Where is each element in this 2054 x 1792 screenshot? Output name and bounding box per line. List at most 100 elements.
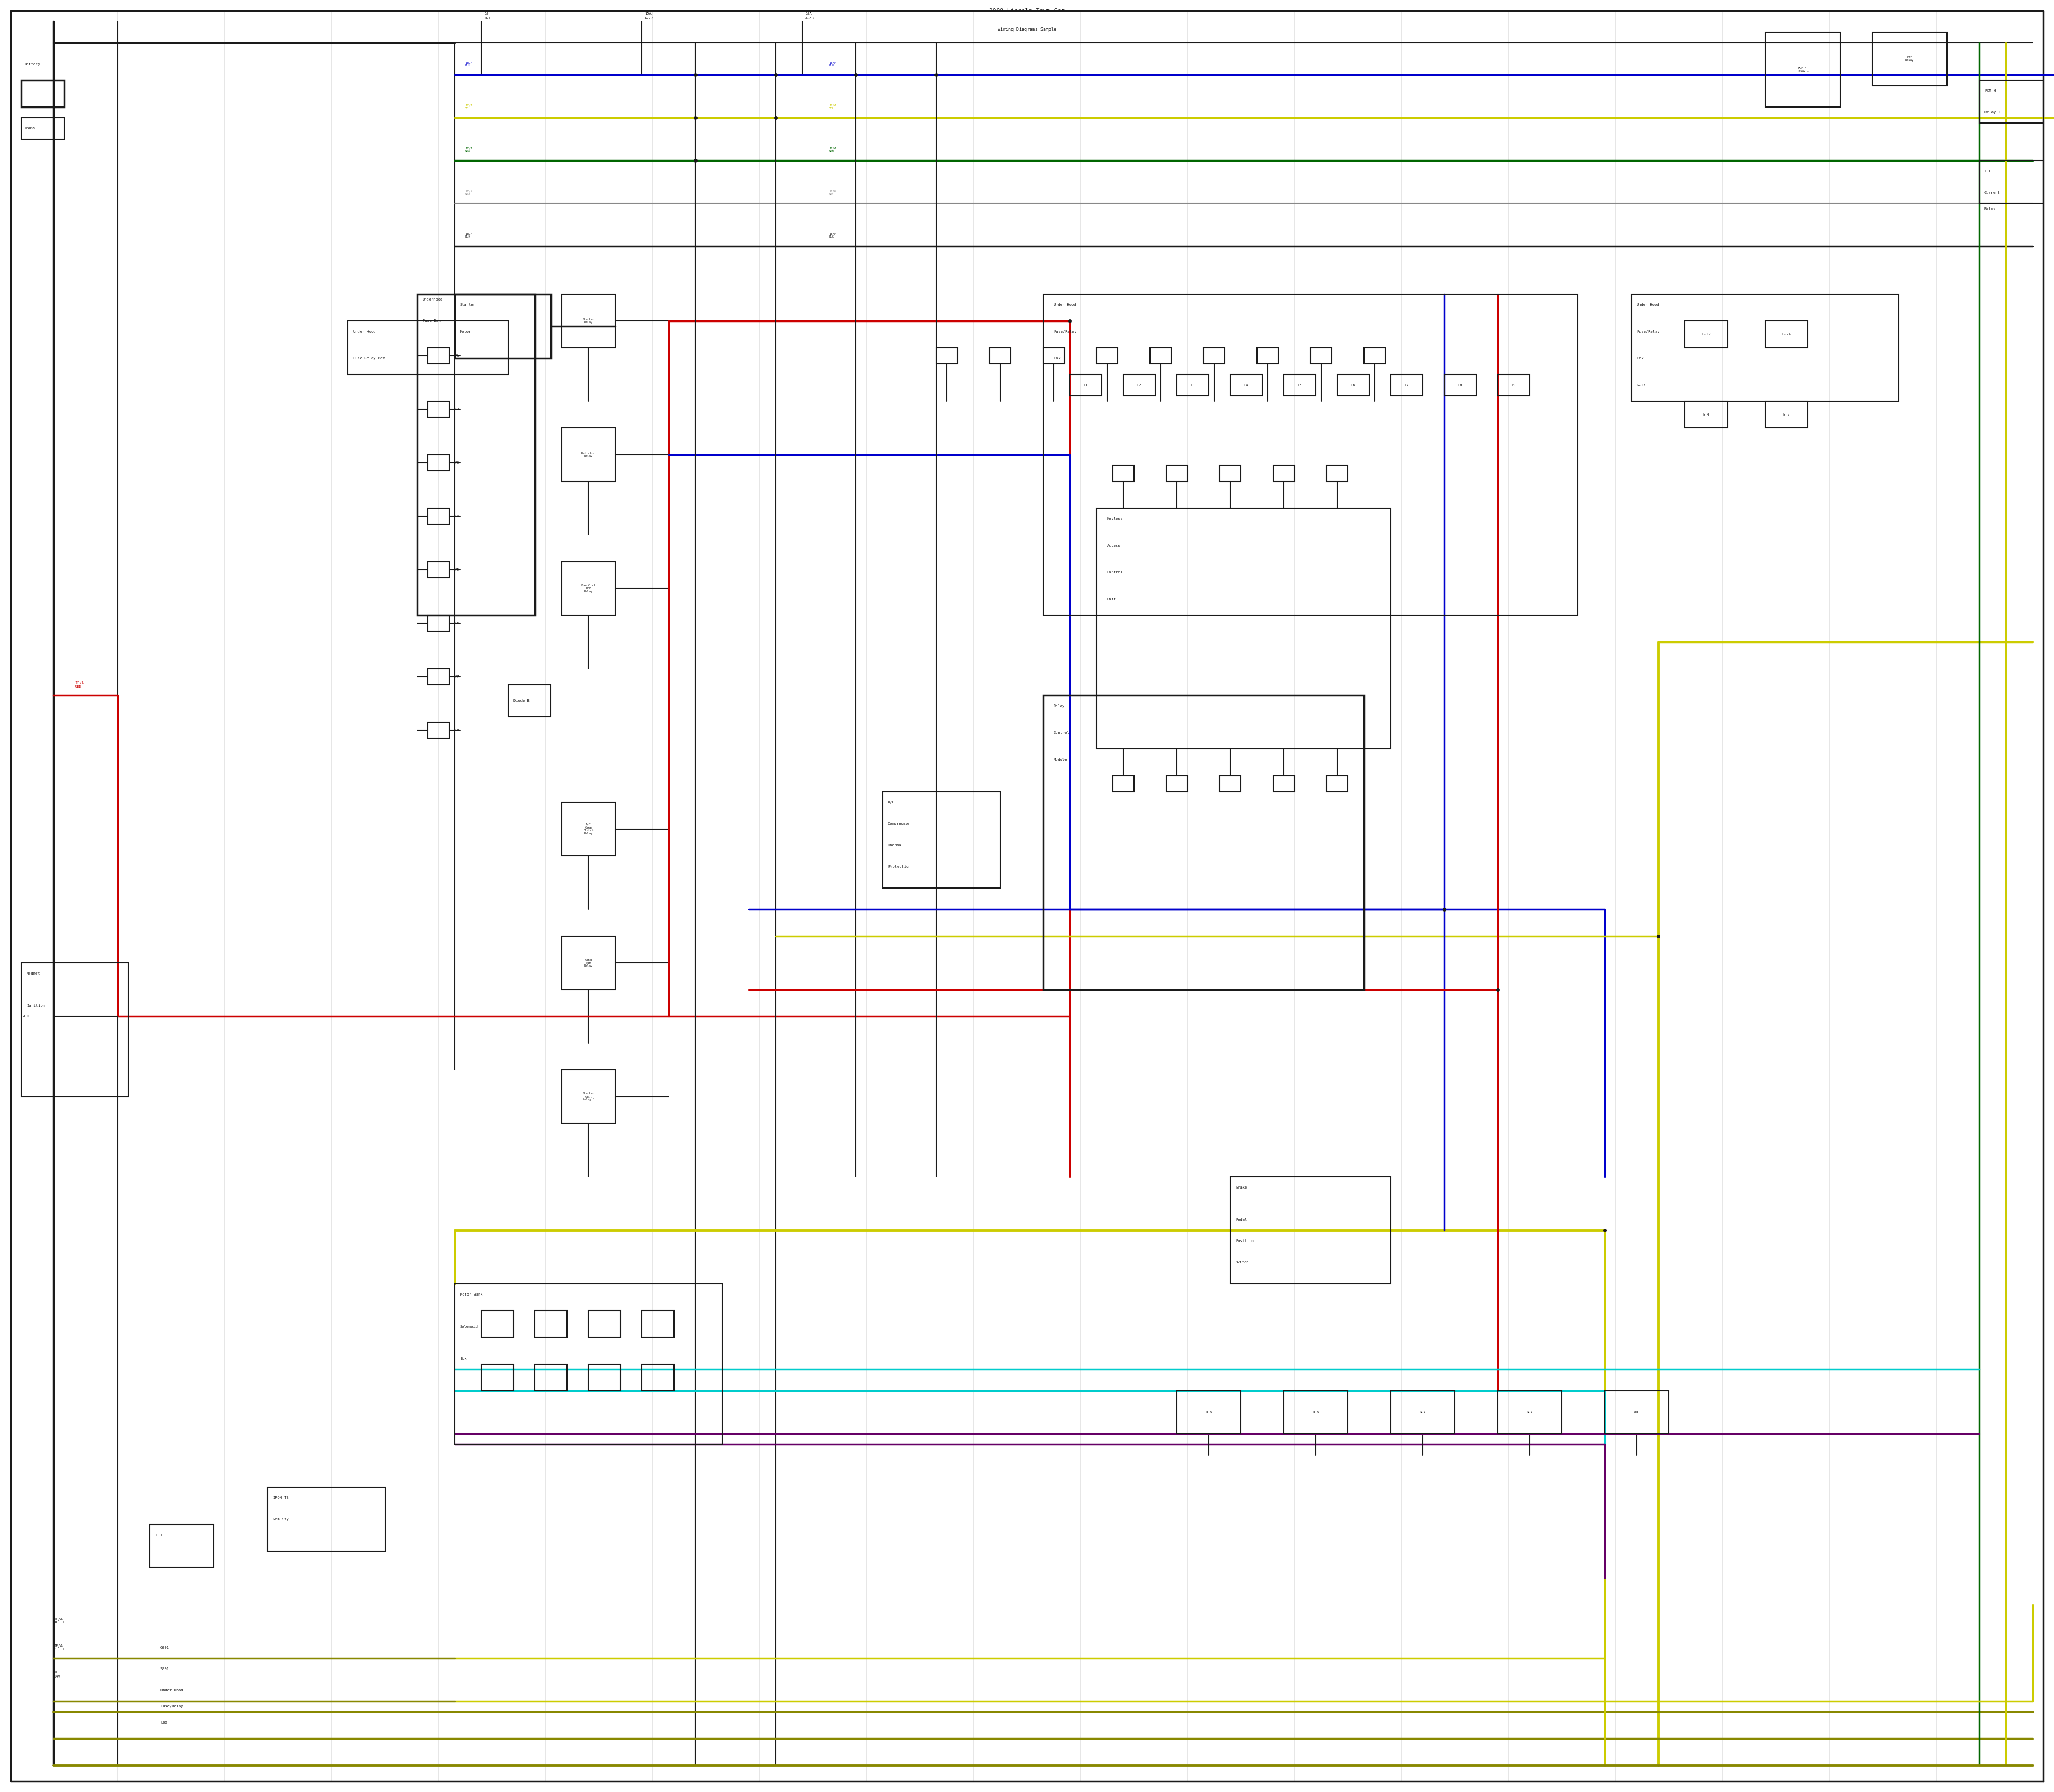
Bar xyxy=(1220,466,1241,482)
Bar xyxy=(587,1310,620,1337)
Text: BLK: BLK xyxy=(1206,1410,1212,1414)
Text: Fuse Relay Box: Fuse Relay Box xyxy=(353,357,384,360)
Bar xyxy=(427,455,450,471)
Text: IE/A
GRN: IE/A GRN xyxy=(830,147,836,152)
Bar xyxy=(1364,348,1384,364)
Text: Fan Ctrl
RCO
Relay: Fan Ctrl RCO Relay xyxy=(581,584,596,593)
Text: Access: Access xyxy=(1107,545,1121,547)
Bar xyxy=(1497,375,1530,396)
Text: IE/A
BLK: IE/A BLK xyxy=(830,233,836,238)
Text: Solenoid: Solenoid xyxy=(460,1324,479,1328)
Bar xyxy=(1043,348,1064,364)
Text: Current: Current xyxy=(1984,192,2001,194)
Bar xyxy=(561,803,614,857)
Bar xyxy=(1764,321,1808,348)
Bar xyxy=(1391,375,1423,396)
Text: Compressor: Compressor xyxy=(887,823,910,826)
Text: GRY: GRY xyxy=(1526,1410,1532,1414)
Bar xyxy=(1284,375,1317,396)
Text: WHT: WHT xyxy=(1633,1410,1641,1414)
Text: F6: F6 xyxy=(454,622,460,625)
Bar xyxy=(1273,776,1294,792)
Bar xyxy=(1124,375,1154,396)
Text: Relay: Relay xyxy=(1984,208,1996,210)
Text: Fuse/Relay: Fuse/Relay xyxy=(1637,330,1660,333)
Text: Magnet: Magnet xyxy=(27,971,41,975)
Text: B-4: B-4 xyxy=(1703,412,1709,416)
Bar xyxy=(1167,776,1187,792)
Text: F7: F7 xyxy=(454,676,460,679)
Bar xyxy=(1684,321,1727,348)
Text: Underhood: Underhood xyxy=(423,297,444,301)
Bar xyxy=(1327,776,1347,792)
Bar xyxy=(427,668,450,685)
Bar xyxy=(454,1283,723,1444)
Bar xyxy=(21,81,64,108)
Text: Switch: Switch xyxy=(1237,1262,1249,1263)
Text: GRY: GRY xyxy=(1419,1410,1425,1414)
Text: Battery: Battery xyxy=(25,63,39,66)
Bar xyxy=(347,321,507,375)
Text: Wiring Diagrams Sample: Wiring Diagrams Sample xyxy=(998,27,1056,32)
Bar xyxy=(427,348,450,364)
Text: 2008 Lincoln Town Car: 2008 Lincoln Town Car xyxy=(990,7,1064,13)
Text: C-17: C-17 xyxy=(1703,333,1711,335)
Bar xyxy=(1684,401,1727,428)
Bar xyxy=(1871,32,1947,86)
Text: Under Hood: Under Hood xyxy=(160,1688,183,1692)
Bar xyxy=(150,1525,214,1568)
Bar xyxy=(1230,1177,1391,1283)
Text: Trans: Trans xyxy=(25,127,35,131)
Bar xyxy=(267,1487,386,1552)
Text: F3: F3 xyxy=(454,461,460,464)
Text: A/C: A/C xyxy=(887,801,896,805)
Bar xyxy=(1257,348,1278,364)
Bar xyxy=(1980,161,2044,202)
Text: Starter
Relay: Starter Relay xyxy=(581,317,594,324)
Bar xyxy=(1177,375,1210,396)
Bar xyxy=(561,1070,614,1124)
Text: Protection: Protection xyxy=(887,866,910,867)
Text: Fuse/Relay: Fuse/Relay xyxy=(160,1704,183,1708)
Bar xyxy=(427,615,450,631)
Bar xyxy=(1764,32,1840,108)
Text: F3: F3 xyxy=(1191,383,1195,387)
Bar xyxy=(1391,1391,1454,1434)
Text: IE/A
YEL: IE/A YEL xyxy=(466,104,472,109)
Bar xyxy=(427,722,450,738)
Text: 10
B-1: 10 B-1 xyxy=(485,13,491,20)
Bar xyxy=(937,348,957,364)
Text: Control: Control xyxy=(1107,572,1124,573)
Text: F8: F8 xyxy=(1458,383,1462,387)
Bar xyxy=(1167,466,1187,482)
Bar xyxy=(427,401,450,418)
Bar xyxy=(1327,466,1347,482)
Bar xyxy=(417,294,534,615)
Text: F9: F9 xyxy=(1512,383,1516,387)
Bar xyxy=(507,685,550,717)
Text: ETC
Relay: ETC Relay xyxy=(1906,56,1914,61)
Text: Box: Box xyxy=(1637,357,1643,360)
Text: Ignition: Ignition xyxy=(27,1004,45,1007)
Bar xyxy=(641,1364,674,1391)
Text: F4: F4 xyxy=(1245,383,1249,387)
Bar xyxy=(1631,294,1898,401)
Text: IE/A
BLU: IE/A BLU xyxy=(830,61,836,66)
Text: Motor Bank: Motor Bank xyxy=(460,1292,483,1296)
Text: IE/A
BLU: IE/A BLU xyxy=(466,61,472,66)
Bar xyxy=(481,1364,514,1391)
Bar xyxy=(641,1310,674,1337)
Text: IE/A
GRN: IE/A GRN xyxy=(466,147,472,152)
Text: F1: F1 xyxy=(1085,383,1089,387)
Bar xyxy=(561,428,614,482)
Text: Unit: Unit xyxy=(1107,597,1115,600)
Bar xyxy=(1113,466,1134,482)
Bar xyxy=(561,935,614,989)
Bar xyxy=(534,1364,567,1391)
Text: F5: F5 xyxy=(454,568,460,572)
Text: F4: F4 xyxy=(454,514,460,518)
Text: IE/A
YEL: IE/A YEL xyxy=(830,104,836,109)
Bar xyxy=(1150,348,1171,364)
Text: F6: F6 xyxy=(1352,383,1356,387)
Bar xyxy=(1497,1391,1561,1434)
